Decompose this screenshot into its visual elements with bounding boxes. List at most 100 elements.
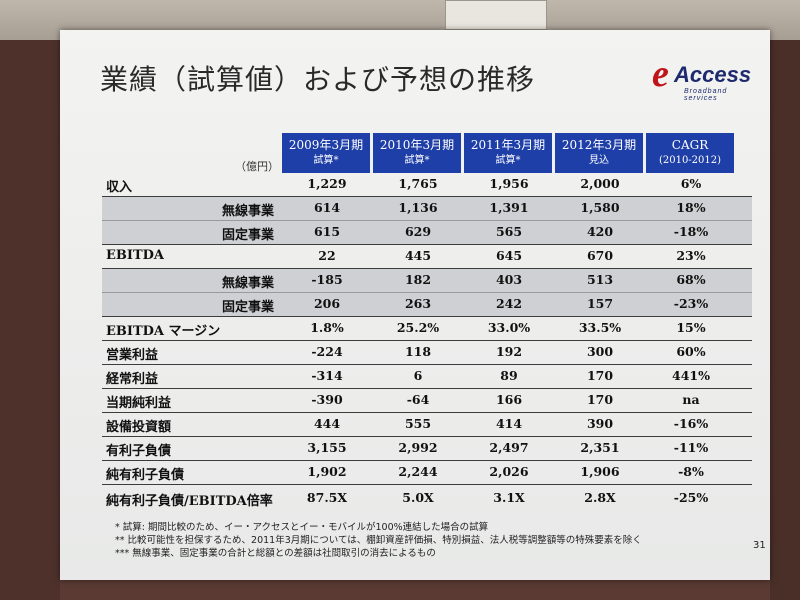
column-header: 2010年3月期 試算*	[373, 133, 461, 173]
table-cell: 60%	[676, 344, 706, 359]
column-header-note: 試算*	[495, 155, 521, 166]
table-cell: 3.1X	[493, 490, 525, 505]
table-cell: 166	[495, 392, 523, 407]
table-cell: 68%	[676, 272, 706, 287]
column-header-note: 見込	[589, 155, 609, 166]
table-cell: 390	[586, 416, 614, 431]
column-header-period: 2012年3月期	[561, 138, 637, 152]
table-cell: -23%	[673, 296, 709, 311]
table-cell: -11%	[673, 440, 709, 455]
table-row: 経常利益 -314 6 89 170 441%	[102, 365, 752, 389]
table-cell: 18%	[676, 200, 706, 215]
table-cell: -8%	[678, 464, 704, 479]
table-cell: 614	[313, 200, 341, 215]
table-cell: -16%	[673, 416, 709, 431]
table-cell: -390	[311, 392, 343, 407]
row-label: 固定事業	[222, 228, 275, 243]
table-cell: -25%	[673, 490, 709, 505]
table-cell: 118	[404, 344, 432, 359]
table-cell: 242	[495, 296, 523, 311]
column-header: 2009年3月期 試算*	[282, 133, 370, 173]
table-cell: 2,497	[489, 440, 529, 455]
table-cell: 403	[495, 272, 523, 287]
page-number: 31	[753, 540, 766, 551]
table-cell: -224	[311, 344, 343, 359]
row-label: 無線事業	[222, 276, 275, 291]
table-cell: 206	[313, 296, 341, 311]
row-label: 純有利子負債	[106, 468, 185, 483]
table-cell: 1,956	[489, 176, 529, 191]
row-label: EBITDA マージン	[106, 324, 221, 339]
row-label: 有利子負債	[106, 444, 172, 459]
table-cell: 89	[500, 368, 518, 383]
table-cell: 192	[495, 344, 523, 359]
column-header-period: 2010年3月期	[379, 138, 455, 152]
row-label: 純有利子負債/EBITDA倍率	[106, 494, 273, 509]
eaccess-logo: e Access Broadband services	[652, 52, 752, 102]
column-header-period: CAGR	[671, 138, 709, 152]
slide-title: 業績（試算値）および予想の推移	[100, 63, 536, 96]
table-row: 当期純利益 -390 -64 166 170 na	[102, 389, 752, 413]
footnote: * 試算: 期間比較のため、イー・アクセスとイー・モバイルが100%連結した場合…	[115, 522, 489, 533]
table-cell: 1,391	[489, 200, 529, 215]
table-cell: 2,244	[398, 464, 438, 479]
table-row: 固定事業 615 629 565 420 -18%	[102, 221, 752, 245]
table-cell: 513	[586, 272, 614, 287]
table-cell: 1,580	[580, 200, 620, 215]
table-cell: -185	[311, 272, 343, 287]
table-cell: 2,000	[580, 176, 620, 191]
table-row: 固定事業 206 263 242 157 -23%	[102, 293, 752, 317]
table-row: 無線事業 614 1,136 1,391 1,580 18%	[102, 197, 752, 221]
table-cell: 25.2%	[396, 320, 440, 335]
table-cell: 445	[404, 248, 432, 263]
table-row: 営業利益 -224 118 192 300 60%	[102, 341, 752, 365]
table-cell: 33.0%	[487, 320, 531, 335]
wall-left	[0, 40, 60, 600]
footnotes: * 試算: 期間比較のため、イー・アクセスとイー・モバイルが100%連結した場合…	[115, 521, 642, 560]
table-row: 有利子負債 3,155 2,992 2,497 2,351 -11%	[102, 437, 752, 461]
table-cell: 15%	[676, 320, 706, 335]
logo-name: Access	[674, 62, 752, 87]
row-label: 当期純利益	[106, 396, 172, 411]
table-cell: 645	[495, 248, 523, 263]
table-cell: 23%	[676, 248, 706, 263]
wall-right	[770, 40, 800, 600]
row-label: 経常利益	[106, 372, 159, 387]
table-cell: 6	[413, 368, 423, 383]
column-header: 2011年3月期 試算*	[464, 133, 552, 173]
table-cell: 1,765	[398, 176, 438, 191]
table-cell: 87.5X	[306, 490, 348, 505]
table-cell: 3,155	[307, 440, 347, 455]
table-cell: 414	[495, 416, 523, 431]
table-cell: 420	[586, 224, 614, 239]
row-label: 無線事業	[222, 204, 275, 219]
table-cell: 6%	[680, 176, 702, 191]
table-cell: 170	[586, 368, 614, 383]
table-cell: -18%	[673, 224, 709, 239]
table-cell: 170	[586, 392, 614, 407]
logo-tagline: Broadband services	[684, 88, 728, 102]
table-cell: 615	[313, 224, 341, 239]
table-cell: na	[682, 392, 700, 407]
table-cell: 263	[404, 296, 432, 311]
column-header-note: 試算*	[404, 155, 430, 166]
table-cell: -64	[406, 392, 430, 407]
column-header-period: 2011年3月期	[470, 138, 546, 152]
presentation-slide: 業績（試算値）および予想の推移 e Access Broadband servi…	[60, 30, 770, 580]
table-cell: 1,906	[580, 464, 620, 479]
table-cell: 441%	[672, 368, 710, 383]
table-cell: 300	[586, 344, 614, 359]
column-header-period: 2009年3月期	[288, 138, 364, 152]
table-row: EBITDA 22 445 645 670 23%	[102, 245, 752, 269]
table-cell: 2.8X	[584, 490, 616, 505]
table-cell: -314	[311, 368, 343, 383]
table-row: 純有利子負債 1,902 2,244 2,026 1,906 -8%	[102, 461, 752, 485]
table-cell: 2,351	[580, 440, 620, 455]
unit-label: （億円）	[235, 160, 279, 173]
table-cell: 2,992	[398, 440, 438, 455]
table-cell: 5.0X	[402, 490, 434, 505]
table-cell: 1,229	[307, 176, 347, 191]
footnote: ** 比較可能性を担保するため、2011年3月期については、棚卸資産評価損、特別…	[115, 535, 642, 546]
table-row: 設備投資額 444 555 414 390 -16%	[102, 413, 752, 437]
column-header: CAGR (2010-2012)	[646, 133, 734, 173]
